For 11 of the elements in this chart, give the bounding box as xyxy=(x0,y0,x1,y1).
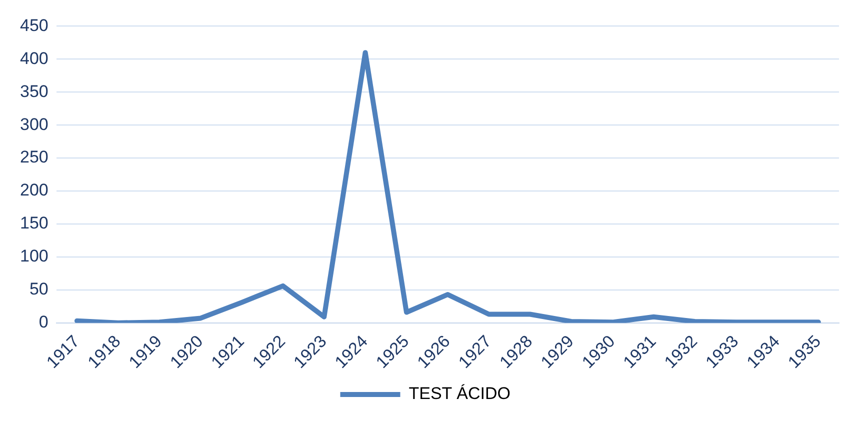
y-tick-label: 200 xyxy=(20,180,48,200)
y-tick-label: 400 xyxy=(20,48,48,68)
legend-label: TEST ÁCIDO xyxy=(408,384,510,404)
y-tick-label: 50 xyxy=(29,280,48,299)
y-tick-label: 450 xyxy=(20,16,48,35)
y-tick-label: 300 xyxy=(20,114,48,134)
y-tick-label: 150 xyxy=(20,214,48,233)
y-tick-label: 0 xyxy=(38,312,48,332)
y-tick-label: 250 xyxy=(20,148,48,167)
y-tick-label: 100 xyxy=(20,246,48,266)
y-tick-label: 350 xyxy=(20,82,48,101)
